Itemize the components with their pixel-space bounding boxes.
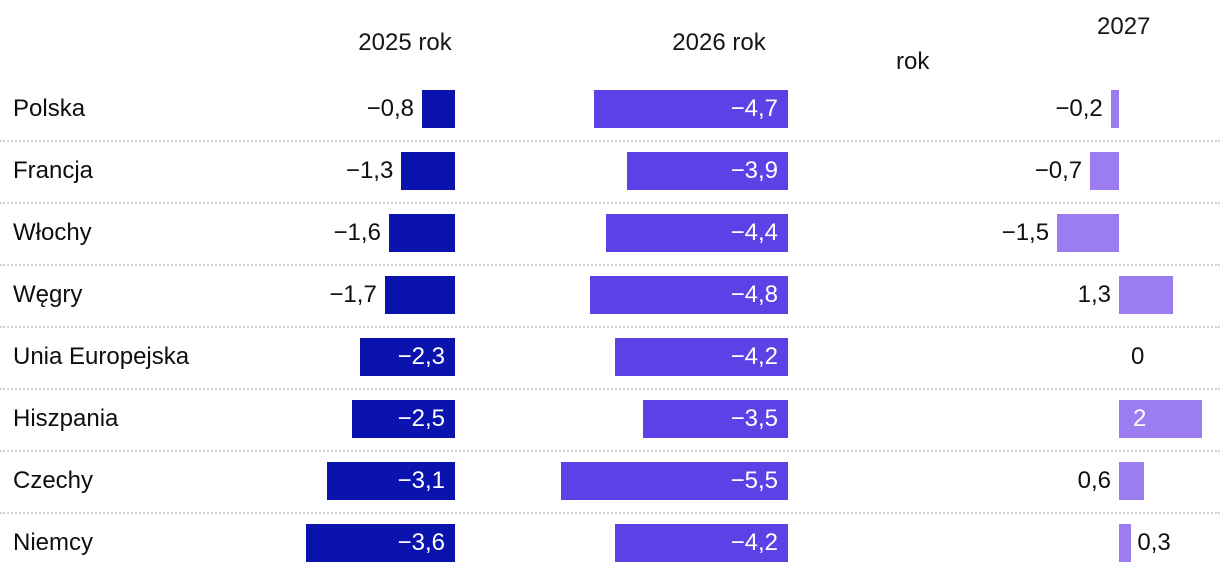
country-label: Hiszpania	[13, 405, 119, 432]
table-row: Węgry −1,7 −4,8 1,3	[0, 264, 1220, 326]
row-separator	[0, 326, 1220, 328]
bar-2027	[1090, 152, 1119, 190]
bar-2026	[643, 400, 788, 438]
value-label: −4,8	[730, 281, 778, 308]
bar-2025	[421, 90, 455, 128]
country-label: Francja	[13, 157, 94, 184]
bar-2026	[614, 524, 788, 562]
value-label: −0,7	[1034, 157, 1083, 184]
table-row: Hiszpania −2,5 −3,5 2	[0, 388, 1220, 450]
value-label: −1,7	[329, 281, 377, 308]
value-label: −3,9	[730, 157, 778, 184]
bar-2027	[1057, 214, 1119, 252]
table-row: Włochy −1,6 −4,4 −1,5	[0, 202, 1220, 264]
country-label: Czechy	[13, 467, 94, 494]
column-header-2026: 2026 rok	[672, 29, 766, 56]
bar-2026	[560, 462, 788, 500]
table-row: Unia Europejska −2,3 −4,2 0	[0, 326, 1220, 388]
column-header-2027: 2027	[1097, 13, 1151, 40]
value-label: 0,6	[1077, 467, 1111, 494]
row-separator	[0, 450, 1220, 452]
value-label: −2,5	[397, 405, 445, 432]
column-header-rok: rok	[896, 48, 930, 75]
value-label: −0,8	[366, 95, 414, 122]
country-label: Włochy	[13, 219, 92, 246]
bar-2026	[593, 90, 788, 128]
value-label: −1,6	[333, 219, 381, 246]
bar-2027	[1119, 462, 1144, 500]
value-label: −3,6	[397, 529, 445, 556]
bar-2025	[401, 152, 455, 190]
bar-2027	[1119, 276, 1173, 314]
row-separator	[0, 512, 1220, 514]
value-label: −4,7	[730, 95, 778, 122]
bar-2025	[351, 400, 455, 438]
country-label: Węgry	[13, 281, 83, 308]
value-label: −0,2	[1055, 95, 1103, 122]
table-row: Niemcy −3,6 −4,2 0,3	[0, 512, 1220, 572]
value-label: −1,5	[1001, 219, 1050, 246]
bar-2025	[360, 338, 455, 376]
value-label: 0,3	[1137, 529, 1171, 556]
value-label: −4,4	[730, 219, 778, 246]
country-label: Niemcy	[13, 529, 94, 556]
value-label: −3,5	[730, 405, 778, 432]
value-label: −3,1	[397, 467, 445, 494]
country-label: Polska	[13, 95, 86, 122]
bar-2026	[614, 338, 788, 376]
bar-2025	[306, 524, 455, 562]
bar-2026	[626, 152, 788, 190]
value-label: −1,3	[345, 157, 394, 184]
table-row: Czechy −3,1 −5,5 0,6	[0, 450, 1220, 512]
value-label: 1,3	[1077, 281, 1111, 308]
country-label: Unia Europejska	[13, 343, 190, 370]
row-separator	[0, 140, 1220, 142]
table-row: Francja −1,3 −3,9 −0,7	[0, 140, 1220, 202]
bar-2025	[384, 276, 455, 314]
row-separator	[0, 202, 1220, 204]
bar-2027	[1119, 524, 1132, 562]
value-label: −4,2	[730, 529, 778, 556]
table-row: Polska −0,8 −4,7 −0,2	[0, 78, 1220, 140]
value-label: 0	[1131, 343, 1145, 370]
bar-2025	[326, 462, 455, 500]
value-label: −2,3	[397, 343, 445, 370]
column-header-2025: 2025 rok	[358, 29, 452, 56]
row-separator	[0, 388, 1220, 390]
row-separator	[0, 264, 1220, 266]
bar-2027	[1110, 90, 1119, 128]
value-label: 2	[1133, 405, 1147, 432]
bar-2025	[388, 214, 455, 252]
bar-2027	[1119, 400, 1202, 438]
value-label: −5,5	[730, 467, 778, 494]
value-label: −4,2	[730, 343, 778, 370]
bar-2026	[606, 214, 788, 252]
bar-2026	[589, 276, 788, 314]
